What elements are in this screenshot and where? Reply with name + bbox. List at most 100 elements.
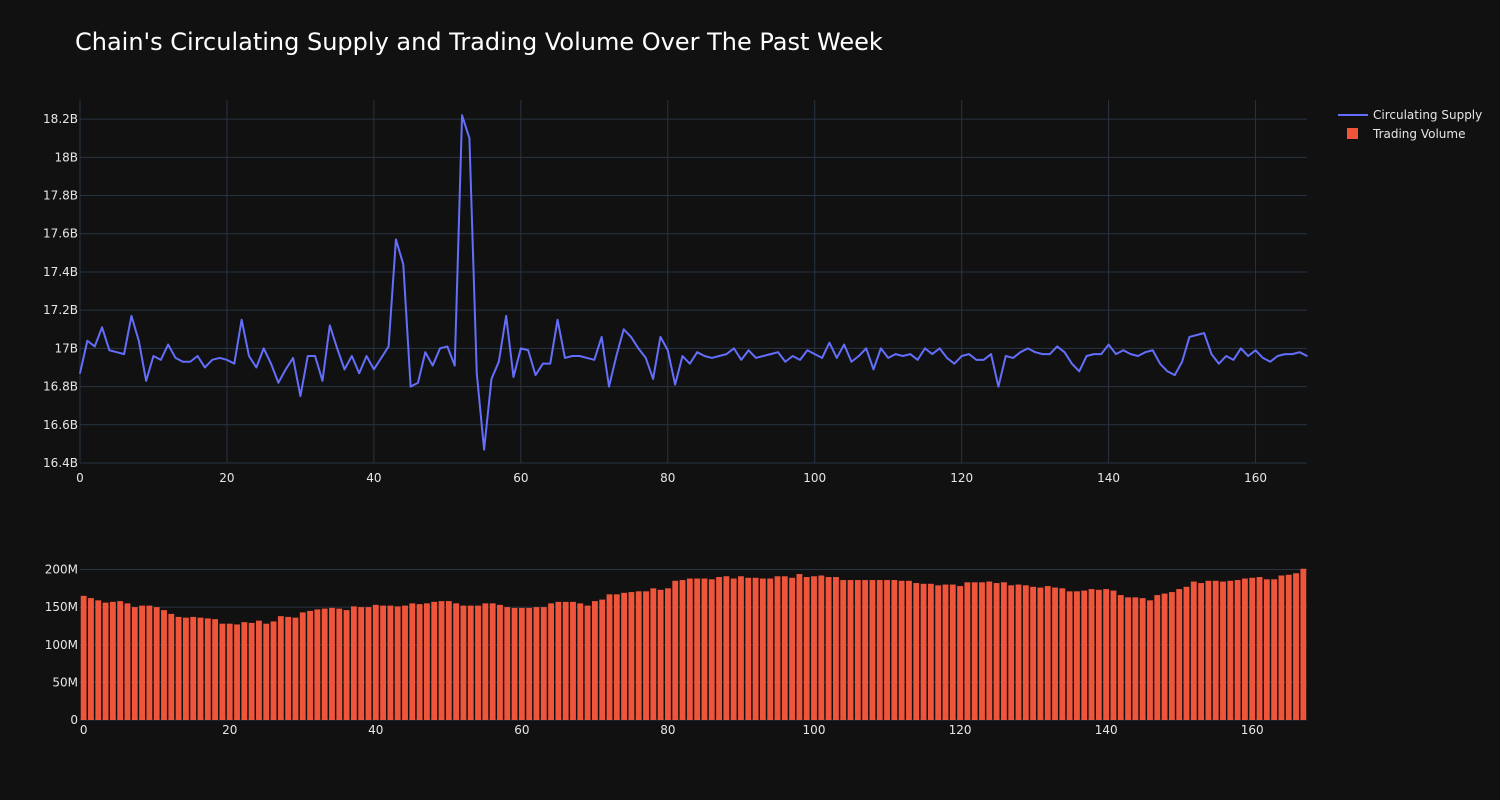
volume-bar: [1176, 589, 1183, 720]
volume-bar: [416, 604, 423, 720]
volume-bar: [1147, 600, 1153, 720]
supply-point: [1188, 336, 1191, 338]
supply-point: [189, 360, 192, 363]
supply-y-tick-label: 17B: [54, 341, 78, 355]
volume-bar: [1110, 590, 1117, 720]
volume-x-tick-label: 40: [368, 723, 383, 737]
volume-bar: [1198, 583, 1205, 720]
volume-bar: [1059, 588, 1066, 720]
volume-bar: [190, 616, 197, 720]
volume-bar: [1074, 591, 1080, 720]
volume-bar: [161, 610, 167, 720]
volume-bar: [621, 592, 628, 720]
volume-bar: [672, 580, 679, 720]
volume-bar: [716, 577, 722, 720]
supply-point: [123, 353, 125, 355]
volume-bar: [263, 623, 270, 720]
volume-bar: [511, 607, 518, 720]
volume-bar: [1066, 591, 1073, 720]
supply-x-tick-label: 40: [366, 471, 381, 485]
legend-label-volume: Trading Volume: [1372, 127, 1465, 141]
supply-point: [666, 349, 669, 352]
supply-point: [644, 357, 647, 359]
supply-point: [1269, 360, 1272, 363]
supply-point: [769, 353, 772, 355]
volume-bar: [548, 603, 554, 720]
supply-point: [828, 341, 831, 344]
volume-x-tick-labels: 0 20 40 60 80 100 120 140 160: [80, 723, 1264, 737]
supply-point: [600, 336, 603, 338]
supply-point: [740, 359, 743, 361]
legend-label-supply: Circulating Supply: [1373, 108, 1482, 122]
volume-bar: [1293, 573, 1299, 720]
volume-x-tick-label: 120: [949, 723, 972, 737]
supply-point: [1122, 349, 1125, 352]
volume-bar: [686, 578, 693, 720]
supply-point: [990, 353, 992, 355]
volume-bar: [526, 607, 533, 720]
supply-point: [894, 353, 897, 355]
supply-point: [1056, 345, 1058, 348]
supply-point: [534, 374, 537, 376]
supply-series-line: [79, 114, 1308, 451]
volume-bar: [906, 580, 912, 720]
supply-point: [86, 339, 89, 342]
supply-point: [1129, 353, 1132, 355]
volume-bar: [774, 576, 781, 720]
volume-y-tick-label: 150M: [45, 600, 78, 614]
volume-bar: [745, 577, 752, 720]
volume-bar: [635, 591, 642, 720]
volume-bar: [986, 581, 993, 720]
supply-point: [431, 364, 434, 367]
supply-point: [1159, 362, 1161, 365]
supply-point: [880, 347, 882, 350]
volume-bar: [1227, 580, 1234, 720]
supply-point: [167, 343, 169, 346]
volume-bar: [1154, 595, 1161, 720]
volume-bar: [460, 605, 467, 720]
legend-item-volume[interactable]: Trading Volume: [1347, 127, 1465, 141]
volume-x-tick-label: 100: [803, 723, 826, 737]
supply-point: [336, 347, 338, 350]
supply-point: [527, 349, 529, 352]
volume-bar: [431, 601, 438, 720]
supply-y-tick-label: 17.8B: [43, 189, 78, 203]
volume-bar: [168, 613, 175, 720]
volume-y-tick-label: 200M: [45, 563, 78, 577]
supply-point: [292, 357, 294, 359]
volume-x-tick-label: 0: [80, 723, 88, 737]
volume-y-tick-labels: 0 50M 100M 150M 200M: [45, 563, 78, 727]
volume-bar: [650, 588, 657, 720]
volume-bar: [935, 585, 942, 720]
volume-bar: [219, 623, 226, 720]
supply-y-tick-labels: 16.4B 16.6B 16.8B 17B 17.2B 17.4B 17.6B 17.8B 18…: [43, 112, 78, 470]
supply-point: [520, 347, 522, 350]
supply-point: [1063, 351, 1066, 353]
supply-y-tick-label: 16.6B: [43, 418, 78, 432]
supply-point: [1019, 351, 1022, 353]
supply-point: [115, 351, 118, 353]
legend-square-icon: [1347, 128, 1358, 139]
supply-point: [395, 238, 397, 241]
volume-bar: [285, 616, 292, 720]
volume-bar: [957, 586, 963, 720]
volume-bar: [372, 604, 379, 720]
volume-bar: [153, 607, 160, 720]
volume-bar: [840, 580, 847, 720]
volume-bar: [796, 574, 803, 720]
volume-bar: [109, 601, 116, 720]
volume-bar: [329, 607, 335, 720]
volume-bar: [409, 603, 416, 720]
supply-point: [1166, 370, 1169, 373]
volume-bar: [321, 608, 328, 720]
volume-bar: [971, 582, 978, 720]
legend-item-supply[interactable]: Circulating Supply: [1338, 108, 1482, 122]
supply-point: [711, 357, 713, 359]
volume-y-tick-label: 50M: [52, 675, 78, 689]
volume-bar: [876, 580, 883, 720]
volume-y-tick-label: 0: [70, 713, 78, 727]
volume-bar: [913, 583, 920, 720]
volume-bar: [1022, 585, 1029, 720]
supply-point: [160, 359, 162, 361]
volume-bar: [299, 612, 306, 720]
